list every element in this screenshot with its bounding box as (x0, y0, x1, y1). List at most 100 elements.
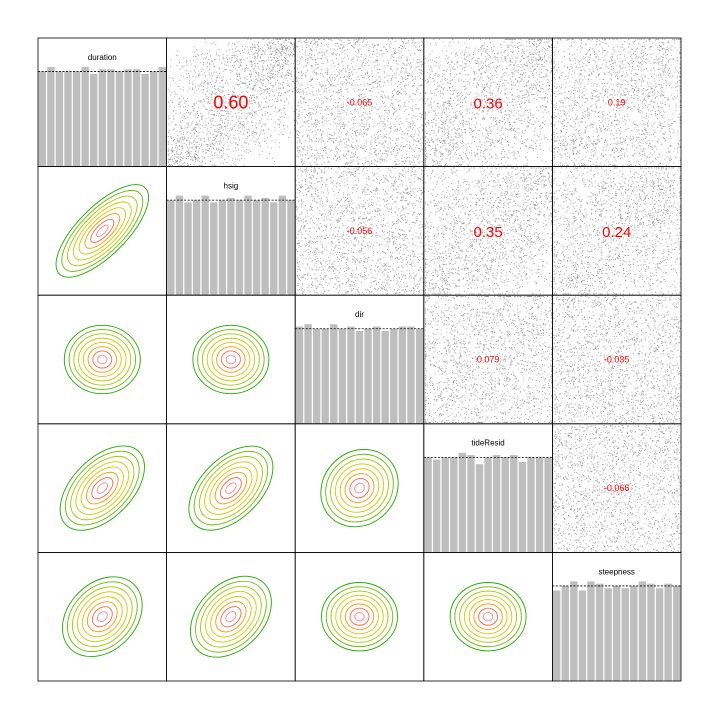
density-contour (201, 333, 260, 386)
density-contour (215, 601, 247, 633)
density-contour (67, 195, 138, 267)
histogram-bar (330, 324, 338, 424)
histogram-bar (347, 326, 355, 424)
density-contour (189, 575, 272, 658)
density-contour (63, 324, 141, 395)
histogram-bar (98, 69, 106, 167)
panel-1-4: 0.24 (552, 166, 682, 296)
density-contour (61, 189, 144, 272)
scatter-points (553, 38, 681, 166)
histogram-bar (304, 324, 312, 424)
histogram-bar (381, 331, 389, 424)
panel-3-3: tideResid (423, 423, 553, 553)
correlation-value: -0.035 (604, 355, 630, 365)
histogram-bar (561, 585, 569, 681)
histogram-bar (570, 581, 578, 681)
density-contour (349, 607, 370, 626)
histogram-bar (467, 455, 475, 553)
histogram-bar (141, 73, 149, 167)
histogram-bar (613, 585, 621, 681)
density-contour (78, 337, 127, 382)
density-contour (84, 213, 121, 249)
histogram-bar (175, 195, 184, 296)
density-contour (97, 354, 108, 365)
panel-border (37, 166, 168, 296)
density-contour (82, 341, 122, 378)
histogram-bar (647, 583, 655, 681)
scatter-points (295, 37, 425, 168)
histogram-bar (192, 200, 201, 296)
density-contour (325, 586, 394, 648)
density-contour (96, 482, 109, 494)
density-contour (96, 611, 108, 623)
density-contour (75, 461, 130, 515)
correlation-value: 0.60 (213, 92, 248, 112)
histogram-bar (244, 195, 252, 296)
scatter-points (167, 38, 295, 166)
density-contour (463, 594, 513, 639)
density-contour (197, 329, 265, 390)
density-contour (344, 603, 375, 630)
histogram-bar (510, 455, 518, 553)
histogram-bar (132, 69, 141, 167)
density-contour (478, 607, 499, 626)
density-contour (86, 601, 118, 633)
histogram-bar (527, 457, 535, 553)
density-contour (91, 606, 113, 628)
density-contour (225, 482, 237, 494)
histogram-bar (184, 202, 192, 296)
histogram-bar (235, 200, 244, 296)
scatter-points (552, 294, 682, 425)
density-contour (325, 453, 394, 523)
histogram-bar (338, 328, 347, 424)
correlation-value: 0.079 (477, 355, 500, 365)
histogram-bar (390, 328, 398, 424)
panel-1-3: 0.35 (423, 166, 553, 296)
density-contour (335, 594, 384, 639)
panel-0-0: duration (37, 37, 168, 168)
density-contour (91, 477, 114, 500)
histogram-bar (415, 328, 424, 424)
histogram-bar (535, 457, 544, 553)
density-contour (449, 582, 527, 652)
histogram-bar (115, 71, 124, 167)
histogram-bar (630, 585, 638, 681)
histogram-bar (287, 200, 295, 296)
histogram-bar (475, 464, 484, 553)
histogram-bar (655, 588, 664, 681)
density-contour (320, 448, 399, 528)
histogram-bar (158, 67, 166, 167)
density-contour (354, 611, 365, 622)
density-contour (68, 329, 137, 390)
histogram-bar (518, 461, 527, 553)
histogram-bar (227, 197, 235, 296)
density-contour (340, 599, 379, 635)
histogram-bar (441, 457, 449, 553)
panel-border (166, 423, 296, 553)
histogram-bar (107, 69, 115, 167)
density-contour (87, 346, 118, 373)
density-contour (55, 184, 150, 278)
density-contour (193, 450, 269, 526)
density-contour (454, 586, 522, 648)
panel-border (37, 294, 168, 425)
histogram-bar (295, 326, 304, 424)
histogram-bar (484, 457, 492, 553)
density-contour (216, 346, 246, 373)
density-contour (86, 471, 119, 505)
panel-border (37, 423, 168, 553)
variable-label-duration: duration (88, 53, 117, 62)
correlation-value: 0.19 (608, 97, 626, 107)
histogram-bar (312, 328, 321, 424)
histogram-bar (664, 583, 672, 681)
histogram-bar (47, 67, 55, 167)
density-contour (354, 482, 365, 494)
density-contour (330, 458, 389, 518)
panel-3-4: -0.066 (552, 423, 682, 553)
histogram-bar (595, 583, 604, 681)
density-contour (66, 581, 138, 653)
histogram-bar (621, 588, 629, 681)
histogram-bar (90, 73, 98, 167)
density-contour (209, 466, 253, 510)
histogram-bar (372, 326, 381, 424)
